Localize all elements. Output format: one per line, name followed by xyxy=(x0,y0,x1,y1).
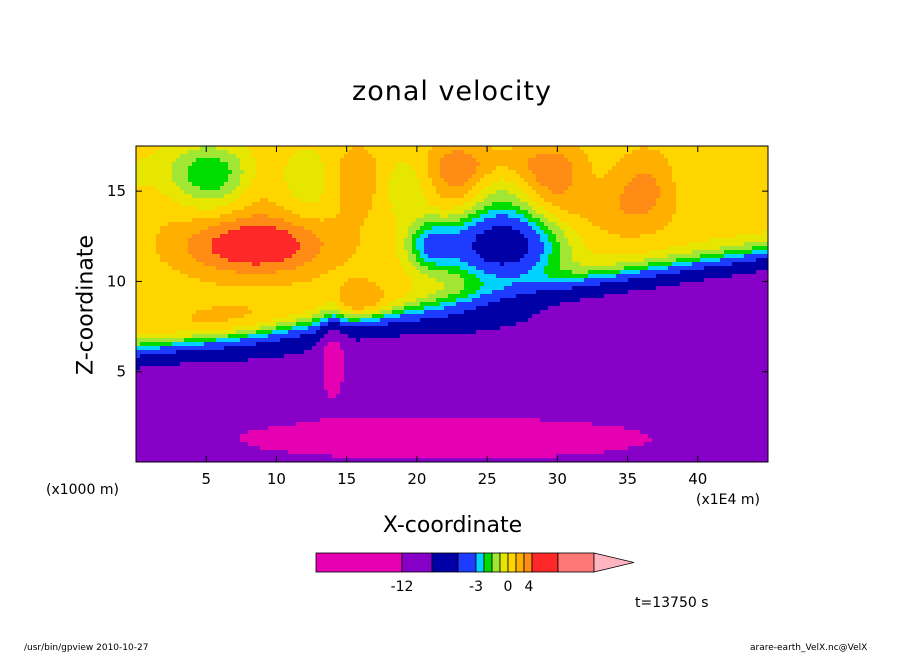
x-tick-label: 20 xyxy=(407,470,426,488)
x-tick-label: 15 xyxy=(337,470,356,488)
chart-title: zonal velocity xyxy=(352,76,552,107)
x-tick-label: 10 xyxy=(267,470,286,488)
colorbar-segment xyxy=(483,552,493,573)
colorbar-segment xyxy=(431,552,459,573)
colorbar-segment xyxy=(523,552,533,573)
time-label: t=13750 s xyxy=(635,595,709,611)
y-axis-label: Z-coordinate xyxy=(73,235,99,375)
colorbar-segment xyxy=(531,552,559,573)
colorbar-label: -12 xyxy=(391,579,414,595)
x-scale-note: (x1E4 m) xyxy=(696,492,760,508)
x-tick-label: 30 xyxy=(548,470,567,488)
colorbar-segment xyxy=(515,552,525,573)
colorbar-segment xyxy=(491,552,501,573)
x-tick-label: 25 xyxy=(478,470,497,488)
colorbar-segment xyxy=(507,552,517,573)
x-tick-label: 35 xyxy=(618,470,637,488)
y-scale-note: (x1000 m) xyxy=(46,482,119,498)
colorbar: -12 -3 0 4 xyxy=(315,552,635,595)
colorbar-segment xyxy=(457,552,477,573)
colorbar-segment xyxy=(499,552,509,573)
velocity-field xyxy=(136,146,768,462)
colorbar-segment xyxy=(315,552,403,573)
axis-ticks: 5 10 15 20 25 30 35 40 5 10 15 xyxy=(107,146,768,488)
x-axis-label: X-coordinate xyxy=(382,513,523,538)
footer-right: arare-earth_VelX.nc@VelX xyxy=(750,643,868,653)
y-tick-label: 10 xyxy=(107,272,126,290)
colorbar-segment xyxy=(401,552,433,573)
y-tick-label: 5 xyxy=(116,363,126,381)
colorbar-label: -3 xyxy=(469,579,483,595)
colorbar-segment xyxy=(475,552,485,573)
plot-frame xyxy=(135,145,769,463)
x-tick-label: 5 xyxy=(201,470,211,488)
colorbar-label: 0 xyxy=(504,579,513,595)
colorbar-arrow xyxy=(593,552,635,573)
footer-left: /usr/bin/gpview 2010-10-27 xyxy=(24,643,149,653)
x-tick-label: 40 xyxy=(688,470,707,488)
colorbar-segment xyxy=(557,552,595,573)
colorbar-label: 4 xyxy=(525,579,534,595)
y-tick-label: 15 xyxy=(107,182,126,200)
